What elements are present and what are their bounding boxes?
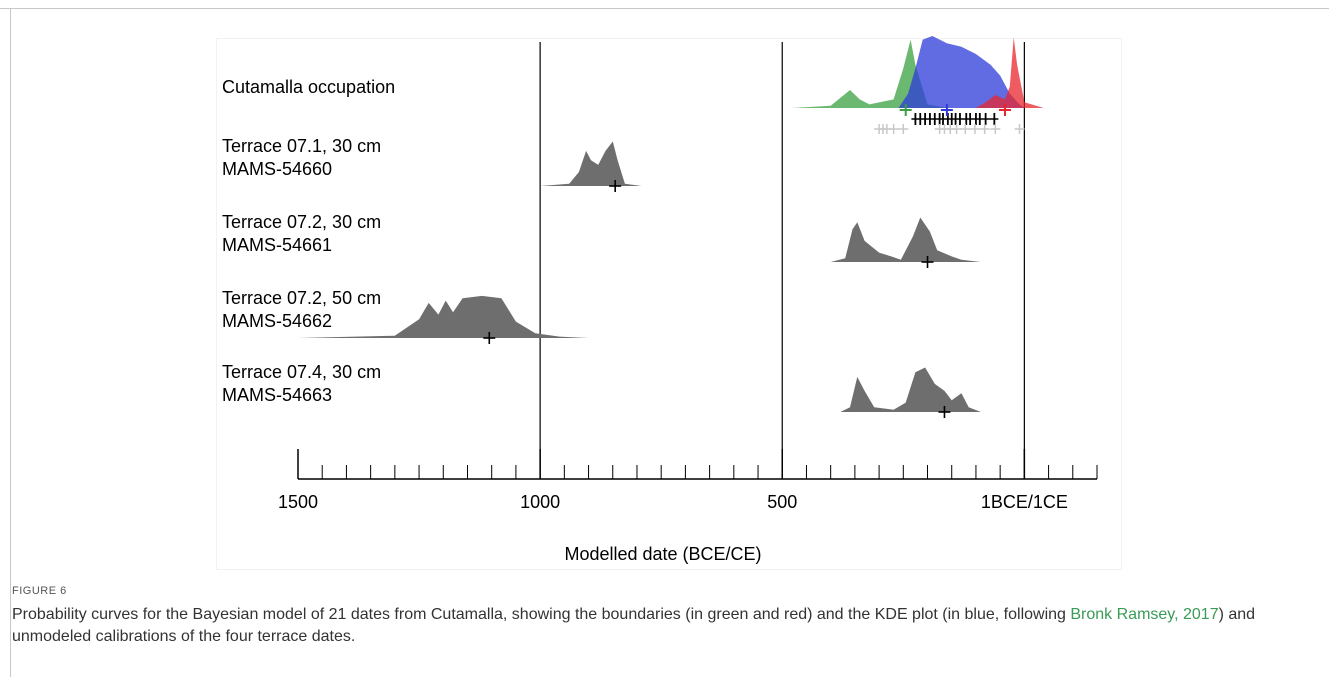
end-boundary-curve [975, 37, 1044, 108]
kde-mean [940, 104, 953, 116]
tick-label-2: 500 [767, 492, 797, 512]
series-layer: Cutamalla occupation Terrace 07.1, 30 cm M… [222, 36, 1044, 418]
x-axis-title: Modelled date (BCE/CE) [564, 544, 761, 564]
series-label-2: Terrace 07.2, 30 cm [222, 212, 381, 232]
series-label-3: Terrace 07.2, 50 cm [222, 288, 381, 308]
caption-text-before: Probability curves for the Bayesian mode… [12, 606, 1071, 623]
citation-link[interactable]: Bronk Ramsey, 2017 [1070, 606, 1219, 623]
unmodelled-date-13 [1014, 124, 1025, 134]
end-boundary-mean [998, 104, 1011, 116]
tick-label-1: 1000 [520, 492, 560, 512]
unmodelled-date-12 [990, 124, 1001, 134]
series-3: Terrace 07.2, 50 cm MAMS-54662 [222, 288, 589, 344]
probability-chart: Cutamalla occupation Terrace 07.1, 30 cm M… [222, 36, 1098, 564]
series-code-3: MAMS-54662 [222, 311, 332, 331]
calibration-curve-4 [840, 367, 981, 412]
series-code-2: MAMS-54661 [222, 235, 332, 255]
calibration-curve-3 [298, 295, 589, 338]
x-axis: 1500 1000 500 1BCE/1CE [278, 449, 1098, 512]
series-label-4: Terrace 07.4, 30 cm [222, 362, 381, 382]
unmodelled-date-3 [888, 124, 899, 134]
series-code-4: MAMS-54663 [222, 385, 332, 405]
series-4: Terrace 07.4, 30 cm MAMS-54663 [222, 362, 981, 418]
unmodelled-date-11 [979, 124, 990, 134]
tick-label-0: 1500 [278, 492, 318, 512]
reference-lines [539, 42, 1025, 479]
calibration-curve-2 [830, 217, 981, 262]
start-boundary-mean [899, 104, 912, 116]
series-label-0: Cutamalla occupation [222, 77, 395, 97]
series-code-1: MAMS-54660 [222, 159, 332, 179]
figure-caption: Probability curves for the Bayesian mode… [12, 604, 1317, 648]
calibration-mean-1 [609, 180, 622, 192]
kde-curve [898, 36, 1025, 108]
figure-frame [216, 38, 1122, 570]
page-left-rule [10, 8, 11, 677]
tick-label-3: 1BCE/1CE [981, 492, 1068, 512]
calibration-mean-4 [938, 406, 951, 418]
unmodelled-date-8 [951, 124, 962, 134]
calibration-mean-2 [921, 256, 934, 268]
unmodelled-date-4 [898, 124, 909, 134]
series-1: Terrace 07.1, 30 cm MAMS-54660 [222, 136, 642, 192]
figure-label: FIGURE 6 [12, 585, 67, 597]
series-2: Terrace 07.2, 30 cm MAMS-54661 [222, 212, 981, 268]
series-0: Cutamalla occupation [222, 36, 1044, 134]
unmodelled-date-10 [969, 124, 980, 134]
calibration-curve-1 [540, 141, 642, 186]
caption-text-after: ) and unmodeled calibrations of the four… [12, 606, 1256, 645]
start-boundary-curve [791, 39, 947, 108]
unmodelled-date-9 [960, 124, 971, 134]
series-label-1: Terrace 07.1, 30 cm [222, 136, 381, 156]
calibration-mean-3 [483, 332, 496, 344]
page-top-rule [0, 8, 1329, 9]
